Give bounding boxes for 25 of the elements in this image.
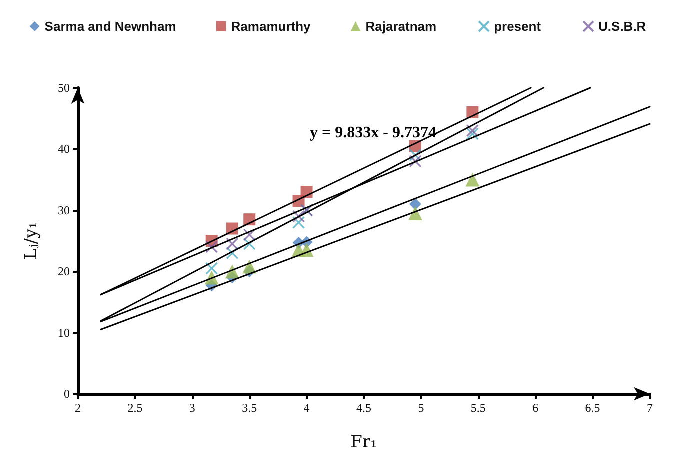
legend-label: Ramamurthy [231, 19, 312, 34]
x-tick-label: 6 [532, 401, 539, 415]
x-tick-label: 2 [75, 401, 81, 415]
annotation: y = 9.833x - 9.7374 [310, 124, 436, 142]
y-tick-label: 20 [58, 264, 70, 279]
legend-label: Sarma and Newnham [44, 19, 176, 34]
x-tick-label: 4.5 [356, 401, 372, 415]
legend-label: Rajaratnam [366, 19, 437, 34]
x-axis-title: Fr₁ [350, 432, 378, 452]
legend-label: present [494, 19, 542, 34]
y-tick-label: 30 [58, 203, 70, 218]
y-axis-title: Lⱼ/y₁ [22, 222, 42, 260]
x-tick-label: 4 [304, 401, 310, 415]
x-tick-label: 7 [647, 401, 653, 415]
x-tick-label: 2.5 [128, 401, 143, 415]
y-tick-label: 0 [64, 387, 70, 401]
legend-label: U.S.B.R [598, 19, 647, 34]
x-tick-label: 3.5 [242, 401, 258, 415]
y-tick-label: 40 [58, 142, 70, 156]
x-tick-label: 5.5 [470, 401, 486, 415]
y-tick-label: 50 [58, 81, 70, 95]
x-tick-label: 5 [418, 401, 424, 415]
x-tick-label: 6.5 [585, 401, 600, 415]
x-tick-label: 3 [189, 401, 196, 415]
y-tick-label: 10 [58, 326, 70, 340]
